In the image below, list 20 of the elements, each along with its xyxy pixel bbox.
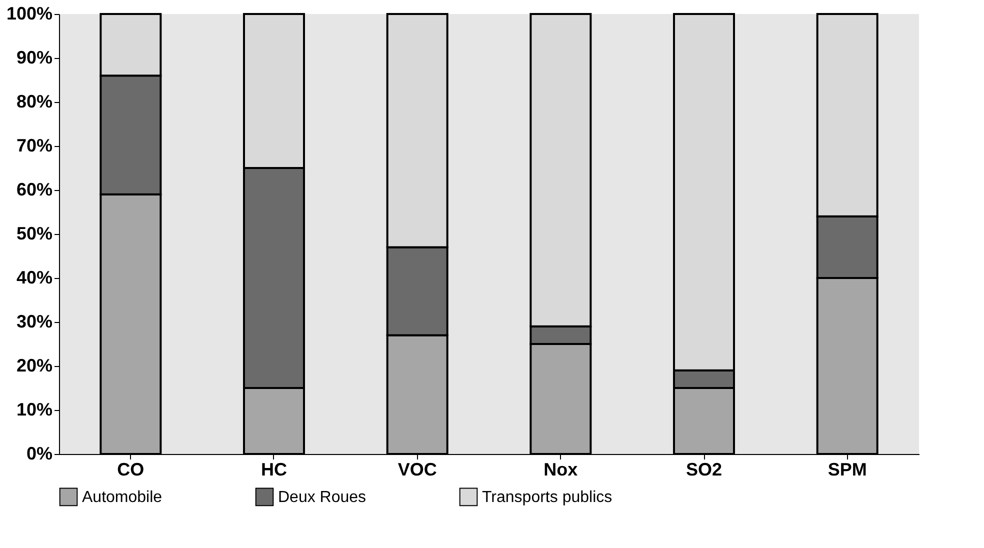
y-tick-label: 0% <box>26 444 52 464</box>
legend-label: Transports publics <box>482 488 612 506</box>
x-tick-label: CO <box>117 460 144 480</box>
y-tick-label: 50% <box>16 224 52 244</box>
y-tick-label: 80% <box>16 92 52 112</box>
x-tick-label: Nox <box>544 460 578 480</box>
x-tick-label: VOC <box>398 460 437 480</box>
y-tick-label: 10% <box>16 400 52 420</box>
legend-label: Automobile <box>82 488 162 506</box>
x-tick-label: HC <box>261 460 287 480</box>
y-tick-label: 60% <box>16 180 52 200</box>
legend-label: Deux Roues <box>278 488 366 506</box>
y-tick-label: 70% <box>16 136 52 156</box>
y-tick-label: 40% <box>16 268 52 288</box>
y-tick-label: 90% <box>16 48 52 68</box>
x-tick-label: SPM <box>828 460 867 480</box>
y-tick-label: 30% <box>16 312 52 332</box>
y-tick-label: 20% <box>16 356 52 376</box>
y-tick-label: 100% <box>6 4 52 24</box>
x-tick-label: SO2 <box>686 460 722 480</box>
